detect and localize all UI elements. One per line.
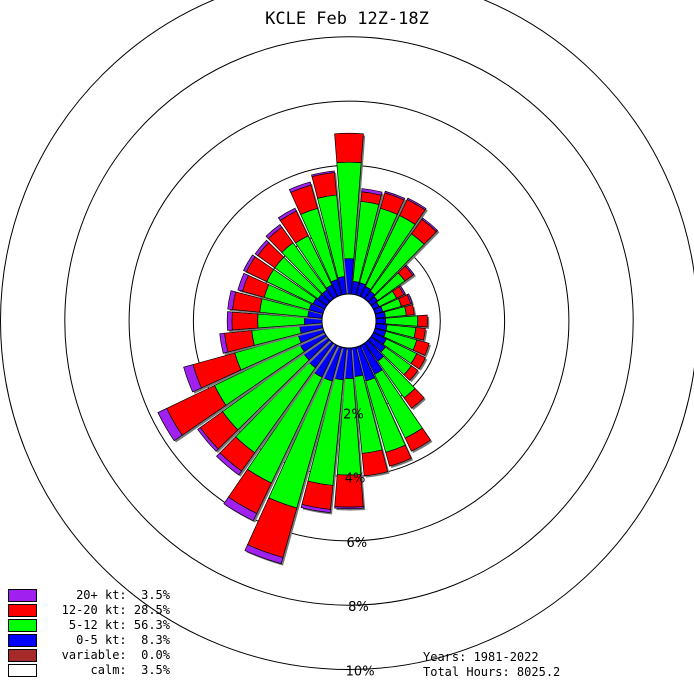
bar-300-20plus xyxy=(243,254,256,273)
bar-120-12-20kt xyxy=(410,353,427,370)
bar-20-20plus xyxy=(384,190,406,201)
legend-swatch xyxy=(8,649,37,662)
bar-0-12-20kt xyxy=(334,132,364,164)
bar-210-20plus xyxy=(223,496,258,522)
bar-170-12-20kt xyxy=(361,449,389,477)
legend-swatch xyxy=(8,664,37,677)
bar-140-12-20kt xyxy=(403,388,425,409)
legend-label: variable: 0.0% xyxy=(61,648,170,662)
bar-320-20plus xyxy=(265,224,283,240)
bar-60-20plus xyxy=(398,285,406,296)
bar-90-0-5kt xyxy=(375,317,386,325)
range-ring-8 xyxy=(64,36,634,606)
bar-240-20plus xyxy=(157,407,183,442)
legend-label: 5-12 kt: 56.3% xyxy=(68,618,170,632)
bar-350-20plus xyxy=(311,170,335,177)
bar-230-20plus xyxy=(197,426,219,452)
bar-10-20plus xyxy=(361,188,383,196)
legend-item-20plus: 20+ kt: 3.5% xyxy=(8,588,208,603)
bar-100-12-20kt xyxy=(413,327,426,341)
bar-50-20plus xyxy=(404,264,415,276)
footer-info: Years: 1981-2022 Total Hours: 8025.2 xyxy=(423,650,560,680)
bar-70-20plus xyxy=(406,293,413,305)
bar-270-12-20kt xyxy=(231,311,259,331)
bar-340-20plus xyxy=(288,181,312,193)
direction-bars xyxy=(157,132,440,566)
bar-350-12-20kt xyxy=(311,172,338,199)
bar-160-12-20kt xyxy=(385,444,412,467)
bar-220-20plus xyxy=(216,452,243,476)
bar-110-12-20kt xyxy=(412,339,430,356)
years-text: Years: 1981-2022 xyxy=(423,650,539,664)
legend-item-calm: calm: 3.5% xyxy=(8,663,208,678)
legend-label: 12-20 kt: 28.5% xyxy=(61,603,170,617)
ring-label-8: 8% xyxy=(348,600,369,615)
ring-label-2: 2% xyxy=(343,407,364,422)
legend-item-12-20: 12-20 kt: 28.5% xyxy=(8,603,208,618)
bar-250-20plus xyxy=(183,364,202,393)
legend-label: 0-5 kt: 8.3% xyxy=(76,633,170,647)
bar-150-12-20kt xyxy=(404,427,432,452)
bar-270-20plus xyxy=(226,311,233,331)
ring-label-10: 10% xyxy=(346,664,375,679)
bar-30-20plus xyxy=(406,197,427,211)
chart-title: KCLE Feb 12Z-18Z xyxy=(265,9,429,29)
legend-swatch xyxy=(8,604,37,617)
bar-330-20plus xyxy=(277,207,297,221)
total-hours-text: Total Hours: 8025.2 xyxy=(423,665,561,679)
bar-290-20plus xyxy=(237,272,249,292)
bar-90-12-20kt xyxy=(417,314,428,328)
legend-label: calm: 3.5% xyxy=(90,663,170,677)
legend-item-5-12: 5-12 kt: 56.3% xyxy=(8,618,208,633)
bar-200-20plus xyxy=(244,544,284,565)
bar-40-20plus xyxy=(421,217,439,233)
legend: 20+ kt: 3.5% 12-20 kt: 28.5% 5-12 kt: 56… xyxy=(8,588,208,678)
legend-item-0-5: 0-5 kt: 8.3% xyxy=(8,633,208,648)
legend-swatch xyxy=(8,634,37,647)
bar-180-20plus xyxy=(334,506,364,510)
range-ring-10 xyxy=(0,0,694,670)
legend-swatch xyxy=(8,619,37,632)
bar-260-20plus xyxy=(219,332,229,354)
legend-swatch xyxy=(8,589,37,602)
legend-item-variable: variable: 0.0% xyxy=(8,648,208,663)
legend-label: 20+ kt: 3.5% xyxy=(76,588,170,602)
bar-310-20plus xyxy=(254,239,270,257)
ring-label-4: 4% xyxy=(345,472,366,487)
ring-labels: 2% 4% 6% 8% 10% xyxy=(343,407,374,679)
bar-130-12-20kt xyxy=(403,365,419,381)
bar-280-20plus xyxy=(227,290,237,310)
range-ring-6 xyxy=(128,100,570,542)
bar-80-12-20kt xyxy=(404,304,415,316)
bar-190-20plus xyxy=(300,503,331,514)
calm-circle xyxy=(321,293,377,349)
ring-label-6: 6% xyxy=(346,536,367,551)
